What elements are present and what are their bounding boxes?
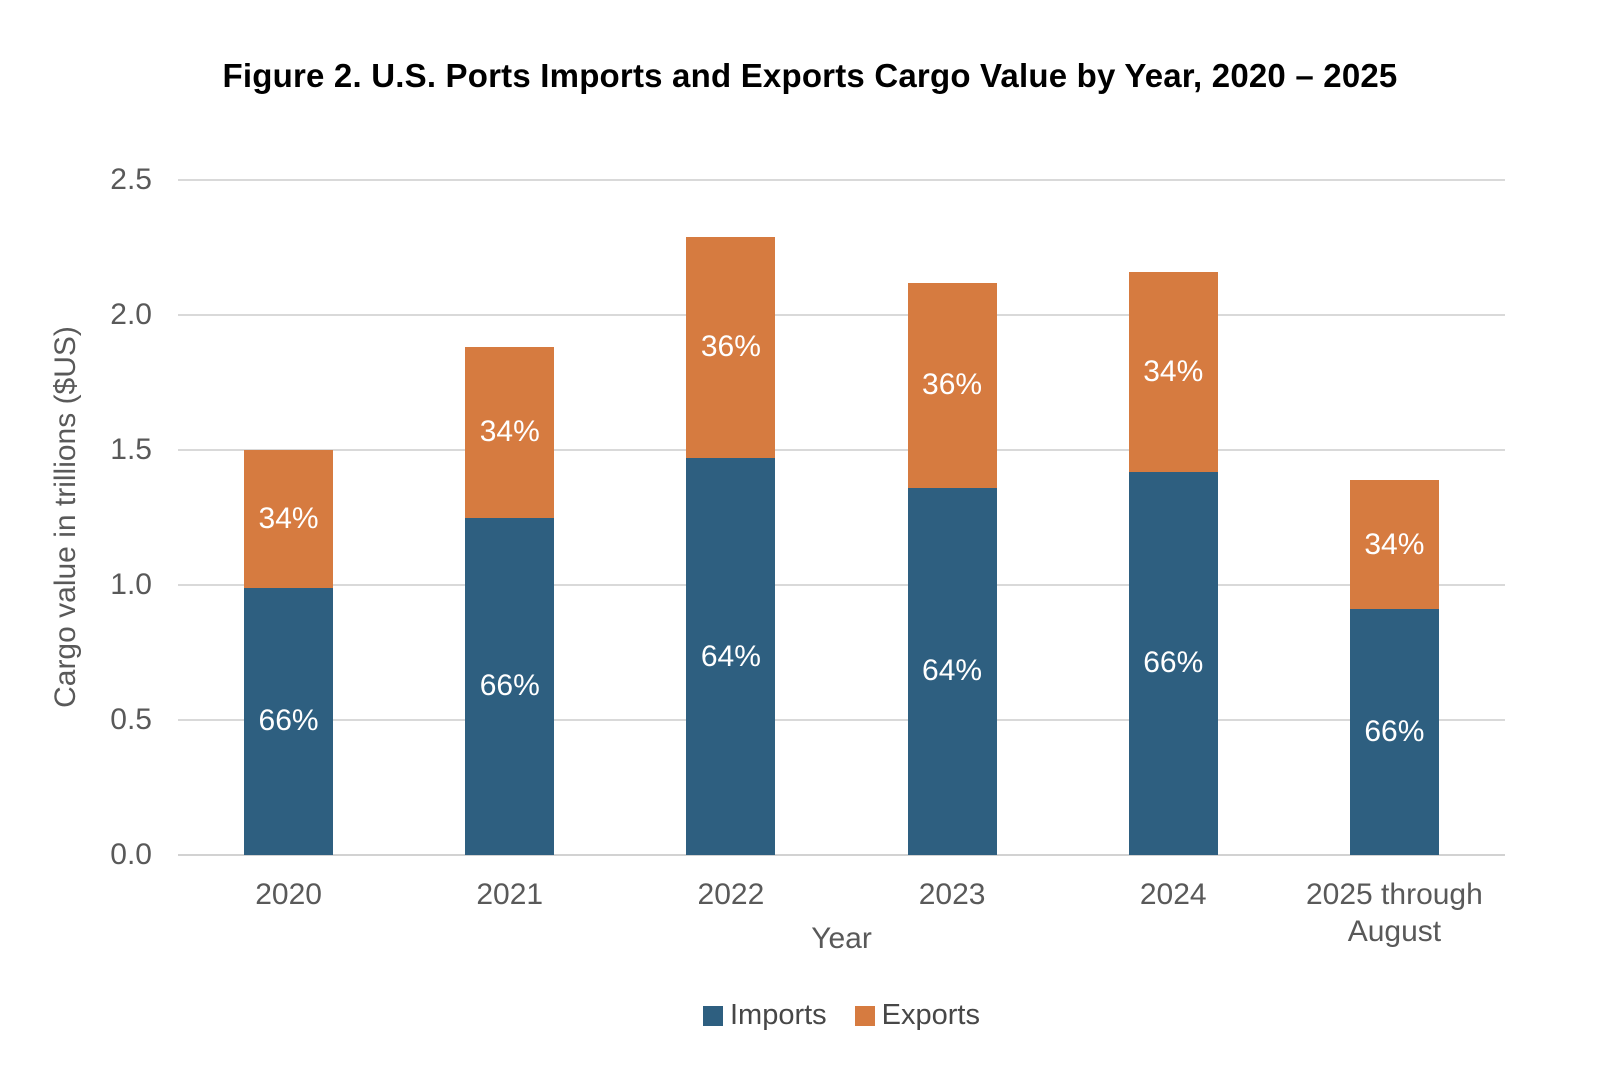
x-axis-tick-labels: 2020 2021 2022 2023 2024 2025 through August: [178, 876, 1505, 956]
bar-2024: 34% 66%: [1128, 271, 1218, 855]
bar-2020-imports-label: 66%: [258, 704, 319, 738]
gridline-2.0: [178, 314, 1505, 316]
bar-2021: 34% 66%: [465, 347, 555, 855]
bar-2020-imports-segment: 66%: [244, 587, 334, 855]
plot-area: 34% 66% 34% 66% 36% 64% 36% 64% 34% 66% 34% 66%: [178, 179, 1505, 856]
bar-2022-imports-segment: 64%: [686, 458, 776, 855]
chart-title: Figure 2. U.S. Ports Imports and Exports…: [222, 57, 1398, 94]
exports-legend-swatch: [854, 1005, 875, 1026]
y-tick-1.5: 1.5: [110, 433, 152, 466]
y-axis-tick-labels: 0.0 0.5 1.0 1.5 2.0 2.5: [0, 163, 152, 871]
bar-2020-exports-label: 34%: [258, 501, 319, 535]
bar-2025-through-august-imports-segment: 66%: [1349, 609, 1439, 855]
legend-item-imports: Imports: [702, 999, 827, 1032]
bar-2021-exports-segment: 34%: [465, 347, 555, 518]
legend-item-exports: Exports: [854, 999, 980, 1032]
gridline-0.0: [178, 854, 1505, 856]
legend: Imports Exports: [178, 999, 1505, 1032]
bar-2025-through-august-imports-label: 66%: [1364, 715, 1425, 749]
bar-2024-exports-label: 34%: [1143, 354, 1204, 388]
bar-2024-exports-segment: 34%: [1128, 271, 1218, 472]
y-tick-0.5: 0.5: [110, 703, 152, 736]
y-tick-2.0: 2.0: [110, 298, 152, 331]
gridline-2.5: [178, 179, 1505, 181]
bar-2023-imports-segment: 64%: [907, 487, 997, 855]
bar-2022-imports-label: 64%: [700, 639, 761, 673]
y-tick-2.5: 2.5: [110, 163, 152, 196]
bar-2021-imports-label: 66%: [479, 669, 540, 703]
bar-2022: 36% 64%: [686, 236, 776, 855]
bar-2024-imports-segment: 66%: [1128, 471, 1218, 855]
x-tick-2025-through-august: 2025 through August: [1305, 878, 1483, 948]
bar-2020-exports-segment: 34%: [244, 450, 334, 588]
y-tick-0.0: 0.0: [110, 838, 152, 871]
x-axis-title: Year: [811, 922, 872, 955]
y-tick-1.0: 1.0: [110, 568, 152, 601]
x-tick-2022: 2022: [697, 878, 765, 911]
x-tick-2020: 2020: [255, 878, 322, 911]
bar-2020: 34% 66%: [244, 450, 334, 855]
bar-2023-imports-label: 64%: [922, 654, 983, 688]
x-tick-2023: 2023: [918, 878, 986, 911]
bar-2022-exports-label: 36%: [700, 330, 761, 364]
bar-2023: 36% 64%: [907, 282, 997, 855]
bar-2023-exports-segment: 36%: [907, 282, 997, 488]
imports-legend-label: Imports: [729, 999, 827, 1031]
bar-2023-exports-label: 36%: [922, 368, 983, 402]
x-tick-2021: 2021: [476, 878, 544, 911]
gridline-1.0: [178, 584, 1505, 586]
x-tick-2024: 2024: [1139, 878, 1207, 911]
bar-2025-through-august: 34% 66%: [1349, 479, 1439, 855]
gridline-1.5: [178, 449, 1505, 451]
bar-2024-imports-label: 66%: [1143, 646, 1204, 680]
exports-legend-label: Exports: [881, 999, 980, 1031]
imports-legend-swatch: [702, 1005, 723, 1026]
bar-2022-exports-segment: 36%: [686, 236, 776, 459]
bar-2021-exports-label: 34%: [479, 415, 540, 449]
bar-2021-imports-segment: 66%: [465, 517, 555, 855]
bar-2025-through-august-exports-segment: 34%: [1349, 479, 1439, 610]
gridline-0.5: [178, 719, 1505, 721]
bar-2025-through-august-exports-label: 34%: [1364, 527, 1425, 561]
